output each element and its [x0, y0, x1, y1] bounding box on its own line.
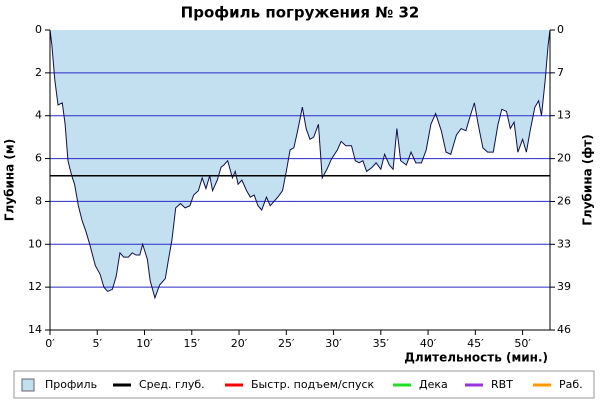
y-tick-label: 2 [35, 66, 42, 79]
x-tick-label: 30′ [325, 337, 342, 350]
x-tick-label: 15′ [184, 337, 201, 350]
legend-label: Сред. глуб. [139, 378, 205, 391]
chart-title: Профиль погружения № 32 [181, 4, 420, 22]
x-tick-label: 40′ [420, 337, 437, 350]
legend-swatch [21, 378, 35, 392]
legend-box [13, 370, 595, 399]
legend-label: RBT [491, 378, 513, 391]
y-tick-label: 4 [35, 109, 42, 122]
y-tick-label: 8 [35, 194, 42, 207]
y-tick-label: 10 [28, 237, 42, 250]
y2-tick-label: 26 [557, 194, 571, 207]
y2-tick-label: 20 [557, 152, 571, 165]
legend-label: Раб. [559, 378, 583, 391]
legend-label: Профиль [45, 378, 97, 391]
y2-tick-label: 46 [557, 323, 571, 336]
legend-label: Дека [419, 378, 448, 391]
y2-axis-label: Глубина (фт) [581, 134, 595, 225]
y-tick-label: 0 [35, 23, 42, 36]
y2-tick-label: 39 [557, 280, 571, 293]
y-axis-label: Глубина (м) [3, 139, 17, 221]
x-tick-label: 35′ [373, 337, 390, 350]
y-tick-label: 12 [28, 280, 42, 293]
y-tick-label: 6 [35, 152, 42, 165]
y2-tick-label: 7 [557, 66, 564, 79]
x-tick-label: 25′ [278, 337, 295, 350]
x-tick-label: 0′ [45, 337, 55, 350]
x-tick-label: 50′ [514, 337, 531, 350]
y2-tick-label: 33 [557, 237, 571, 250]
x-axis-label: Длительность (мин.) [404, 351, 548, 365]
x-tick-label: 10′ [136, 337, 153, 350]
x-tick-label: 20′ [231, 337, 248, 350]
y-tick-label: 14 [28, 323, 42, 336]
profile-area [50, 30, 550, 298]
profile-line [49, 29, 551, 300]
y2-tick-label: 13 [557, 109, 571, 122]
x-tick-label: 5′ [93, 337, 103, 350]
legend-label: Быстр. подъем/спуск [251, 378, 375, 391]
x-tick-label: 45′ [467, 337, 484, 350]
y2-tick-label: 0 [557, 23, 564, 36]
